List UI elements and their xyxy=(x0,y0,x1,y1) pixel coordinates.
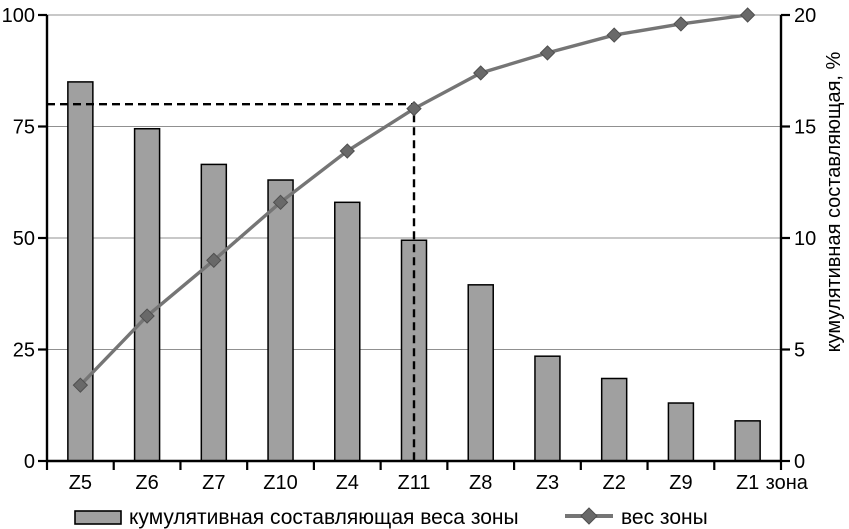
marker-Z7 xyxy=(206,252,222,269)
right-tick-label-20: 20 xyxy=(794,5,816,27)
left-tick-label-75: 75 xyxy=(13,117,35,139)
marker-Z10 xyxy=(272,194,289,211)
category-label-Z1: Z1 xyxy=(736,472,759,494)
bar-Z1 xyxy=(734,420,761,462)
bar-Z8 xyxy=(467,284,494,462)
category-label-Z9: Z9 xyxy=(669,472,692,494)
bar-Z10 xyxy=(267,179,294,462)
right-tick-label-10: 10 xyxy=(794,228,816,250)
bar-Z9 xyxy=(667,402,695,462)
bar-Z7 xyxy=(200,163,228,462)
legend-bar-label: кумулятивная составляющая веса зоны xyxy=(129,506,519,529)
marker-Z1 xyxy=(739,7,756,23)
category-label-Z6: Z6 xyxy=(135,472,158,494)
category-label-Z7: Z7 xyxy=(202,472,225,494)
left-tick-label-25: 25 xyxy=(13,340,35,362)
bar-Z4 xyxy=(334,201,361,462)
bar-Z6 xyxy=(133,127,161,462)
category-label-Z2: Z2 xyxy=(603,472,626,494)
right-tick-label-15: 15 xyxy=(794,117,816,139)
right-tick-label-5: 5 xyxy=(794,340,805,362)
marker-Z5 xyxy=(72,377,89,393)
category-label-Z3: Z3 xyxy=(536,472,559,494)
right-tick-label-0: 0 xyxy=(794,451,805,473)
plot-area: 0 25 50 75 100 0 5 10 15 20 Z5 Z6 Z7 Z10 Z4 Z11 Z8 Z3 Z2 Z9… xyxy=(2,5,817,494)
category-label-Z4: Z4 xyxy=(336,472,359,494)
left-tick-label-0: 0 xyxy=(24,451,35,473)
marker-Z4 xyxy=(339,143,355,159)
marker-Z3 xyxy=(539,45,556,61)
marker-Z11 xyxy=(406,100,422,117)
x-axis-unit-label: зона xyxy=(766,472,809,494)
left-tick-label-100: 100 xyxy=(2,5,35,27)
legend-diamond-marker-icon xyxy=(580,507,598,525)
category-label-Z5: Z5 xyxy=(69,472,92,494)
category-label-Z11: Z11 xyxy=(398,472,431,494)
bar-Z5 xyxy=(67,81,94,462)
left-tick-label-50: 50 xyxy=(13,228,35,250)
marker-Z8 xyxy=(473,65,489,81)
legend-line-label: вес зоны xyxy=(621,506,708,529)
bar-Z3 xyxy=(534,355,561,462)
marker-Z9 xyxy=(673,16,689,32)
category-label-Z10: Z10 xyxy=(263,472,297,494)
bar-Z2 xyxy=(600,377,628,462)
legend: кумулятивная составляющая веса зоны вес … xyxy=(74,506,708,529)
marker-Z6 xyxy=(139,308,155,324)
legend-bar-swatch-icon xyxy=(74,510,122,525)
marker-Z2 xyxy=(606,27,622,43)
category-label-Z8: Z8 xyxy=(469,472,492,494)
right-axis-title: кумулятивная составляющая, % xyxy=(823,51,845,352)
